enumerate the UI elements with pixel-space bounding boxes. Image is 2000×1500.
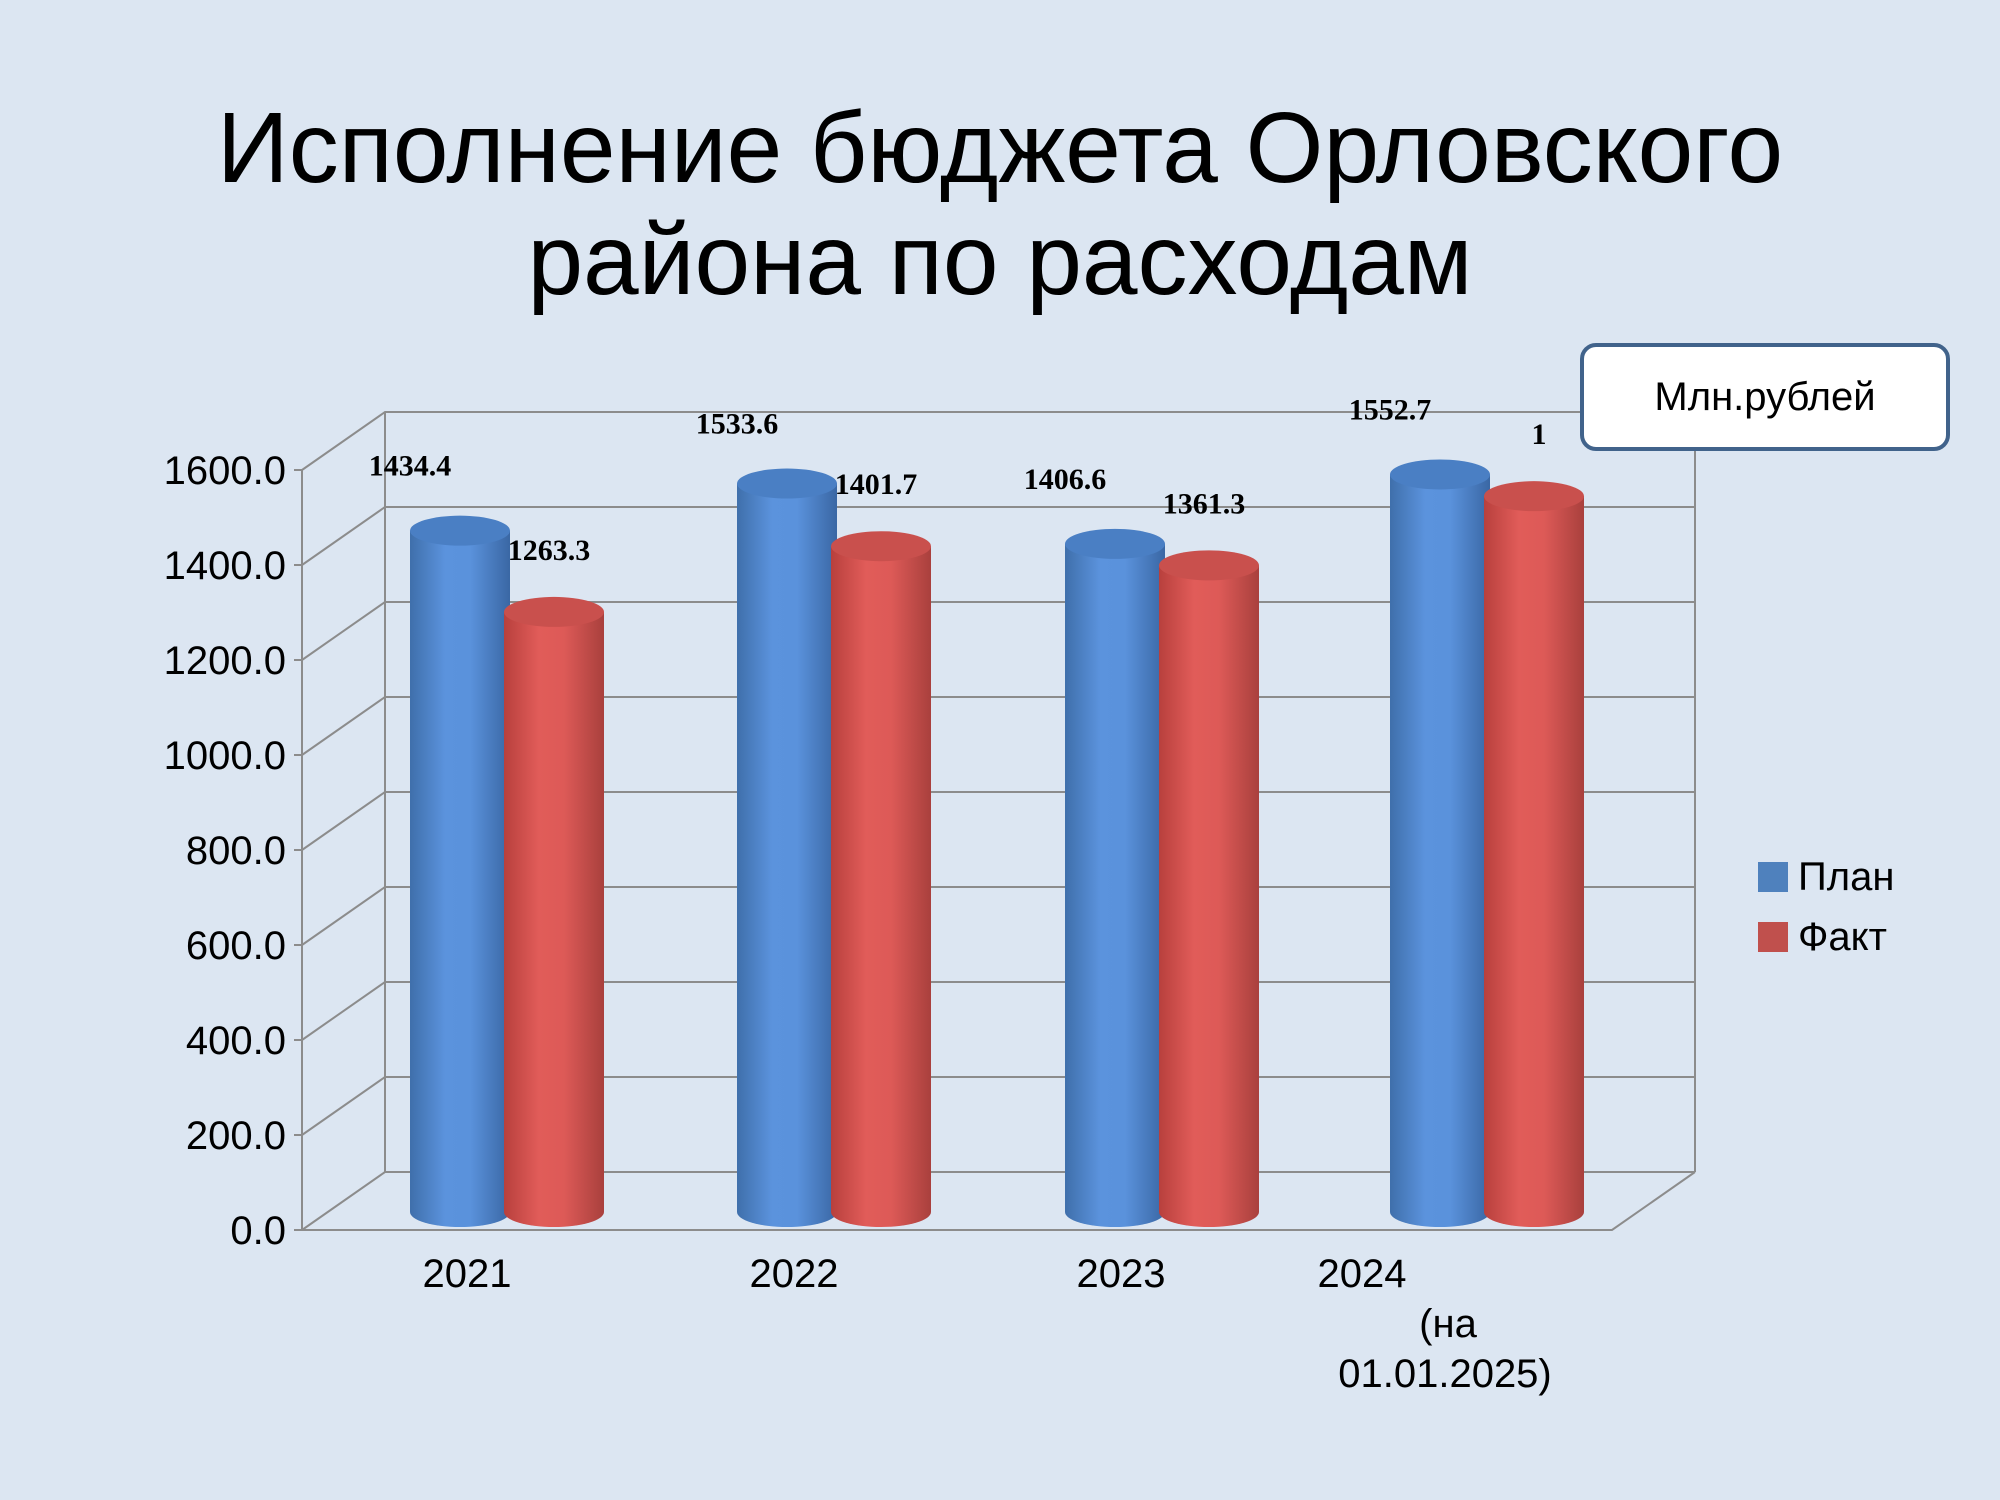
x-category-label: 01.01.2025) (1338, 1352, 1552, 1396)
data-label: 1533.6 (696, 408, 779, 441)
units-label-box: Млн.рублей (1580, 343, 1950, 451)
y-tick-label: 1000.0 (164, 734, 286, 778)
x-category-label: 2023 (1077, 1252, 1166, 1296)
y-tick-label: 0.0 (230, 1209, 286, 1253)
floor-edge (302, 1171, 1696, 1231)
legend-swatch-0 (1758, 862, 1788, 892)
bar-План-3 (1390, 459, 1490, 1227)
data-label: 1552.7 (1349, 393, 1432, 426)
x-category-label: 2022 (750, 1252, 839, 1296)
slide-title: Исполнение бюджета Орловского района по … (0, 92, 2000, 316)
y-axis-labels: 0.0 200.0 400.0 600.0 800.0 1000.0 1200.0 1400.… (164, 449, 286, 1253)
x-category-label: 2024 (1318, 1252, 1407, 1296)
gridline (301, 506, 1695, 566)
legend-label-0: План (1798, 855, 1894, 899)
units-label: Млн.рублей (1654, 375, 1876, 419)
data-label: 1263.3 (508, 534, 591, 567)
y-tick-label: 1600.0 (164, 449, 286, 493)
slide-title-line-1: Исполнение бюджета Орловского (216, 92, 1784, 204)
bar-План-1 (737, 468, 837, 1227)
data-label: 1406.6 (1024, 463, 1107, 496)
data-label: 1 (1532, 418, 1547, 451)
x-category-label: (на (1419, 1302, 1477, 1346)
bar-План-2 (1065, 528, 1165, 1227)
slide-title-line-2: района по расходам (527, 204, 1473, 316)
bar-План-0 (410, 515, 510, 1227)
legend-swatch-1 (1758, 922, 1788, 952)
x-axis-labels: 2021 2022 2023 2024 (на 01.01.2025) (423, 1252, 1552, 1396)
y-tick-label: 1400.0 (164, 544, 286, 588)
y-tick-label: 800.0 (186, 829, 286, 873)
bar-Факт-3 (1484, 481, 1584, 1227)
legend: План Факт (1758, 855, 1894, 959)
bar-Факт-0 (504, 596, 604, 1227)
y-tick-label: 200.0 (186, 1114, 286, 1158)
bar-Факт-1 (831, 531, 931, 1227)
data-labels: 1434.4 1533.6 1406.6 1552.7 1263.3 1401.7 1361… (369, 393, 1547, 566)
y-tick-label: 600.0 (186, 924, 286, 968)
bar-Факт-2 (1159, 550, 1259, 1227)
data-label: 1434.4 (369, 450, 452, 483)
x-category-label: 2021 (423, 1252, 512, 1296)
y-tick-label: 400.0 (186, 1019, 286, 1063)
legend-label-1: Факт (1798, 915, 1887, 959)
y-tick-label: 1200.0 (164, 639, 286, 683)
data-label: 1361.3 (1163, 487, 1246, 520)
chart-bars (410, 459, 1584, 1227)
data-label: 1401.7 (835, 468, 918, 501)
gridline (301, 411, 1695, 471)
